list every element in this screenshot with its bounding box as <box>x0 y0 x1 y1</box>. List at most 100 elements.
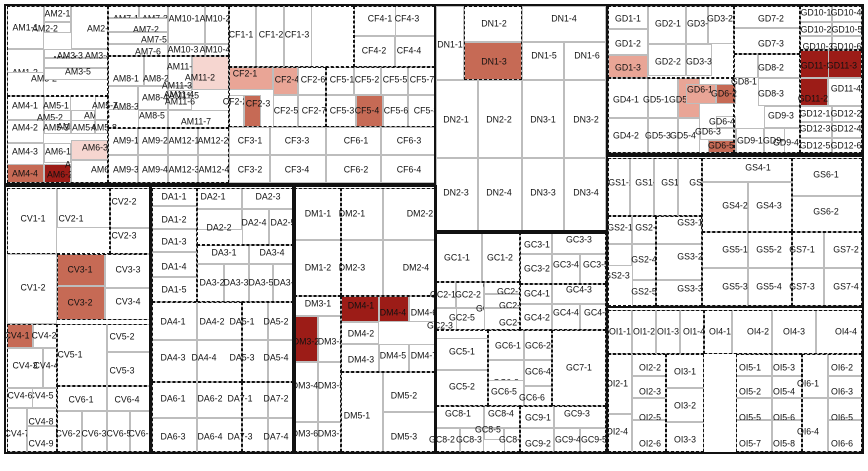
cell-gc9-4[interactable] <box>554 428 580 452</box>
cell-da2-2[interactable] <box>197 209 242 230</box>
cell-gd10-1[interactable] <box>800 6 832 22</box>
cell-gc4-5[interactable] <box>580 304 606 330</box>
cell-da5-3[interactable] <box>242 340 268 382</box>
cell-gs5-4[interactable] <box>748 268 792 306</box>
cell-cv5-3[interactable] <box>107 352 152 386</box>
cell-am2-2[interactable] <box>44 22 71 33</box>
cell-cf2-2[interactable] <box>229 95 244 127</box>
cell-dn1-6[interactable] <box>564 42 606 80</box>
cell-dm4-5[interactable] <box>379 344 409 372</box>
cell-am9-3[interactable] <box>108 155 138 183</box>
cell-gd12-2[interactable] <box>832 106 862 122</box>
cell-gd1-3[interactable] <box>608 55 648 78</box>
cell-da2-4[interactable] <box>242 209 269 245</box>
cell-da1-5[interactable] <box>152 277 197 302</box>
cell-am10-1[interactable] <box>168 6 205 44</box>
cell-gs2-4[interactable] <box>632 244 656 280</box>
cell-da2-5[interactable] <box>269 209 294 245</box>
cell-am7-2[interactable] <box>108 18 168 32</box>
cell-da4-4[interactable] <box>197 340 242 382</box>
cell-cv1-2[interactable] <box>7 254 57 324</box>
cell-oi1-3[interactable] <box>656 310 680 354</box>
cell-gc2-8[interactable] <box>484 294 520 308</box>
cell-gs3-2[interactable] <box>656 244 702 280</box>
cell-gs7-4[interactable] <box>824 268 862 306</box>
cell-cv6-4[interactable] <box>107 386 152 411</box>
cell-da3-3[interactable] <box>224 264 249 302</box>
cell-dm2-3[interactable] <box>341 240 383 296</box>
cell-am2-1[interactable] <box>44 6 71 22</box>
cell-cf5-2[interactable] <box>354 67 381 95</box>
cell-dn1-3[interactable] <box>464 42 522 80</box>
cell-dm4-3[interactable] <box>341 344 379 372</box>
cell-da1-4[interactable] <box>152 252 197 277</box>
cell-dn1-1[interactable] <box>436 6 464 80</box>
cell-gd12-4[interactable] <box>832 122 862 138</box>
cell-oi3-1[interactable] <box>666 354 704 388</box>
cell-cv6-5[interactable] <box>107 411 130 452</box>
cell-gc3-3[interactable] <box>552 232 606 254</box>
cell-da6-2[interactable] <box>197 382 242 418</box>
cell-dm5-2[interactable] <box>383 372 435 412</box>
cell-oi2-4[interactable] <box>608 414 632 452</box>
cell-dm1-2[interactable] <box>294 240 341 296</box>
cell-gs4-2[interactable] <box>702 182 748 232</box>
cell-da6-4[interactable] <box>197 418 242 452</box>
cell-cv6-3[interactable] <box>82 411 107 452</box>
cell-am7-1[interactable] <box>108 6 139 18</box>
cell-gs2-2[interactable] <box>632 216 656 244</box>
cell-dm4-4[interactable] <box>379 296 409 322</box>
cell-oi3-2[interactable] <box>666 388 704 422</box>
cell-am11-2[interactable] <box>192 56 229 90</box>
cell-am6-3[interactable] <box>71 140 108 160</box>
cell-gc8-1[interactable] <box>436 406 484 428</box>
cell-gc3-1[interactable] <box>520 232 552 254</box>
cell-am10-2[interactable] <box>205 6 229 44</box>
cell-da4-1[interactable] <box>152 302 197 340</box>
cell-da3-6[interactable] <box>273 264 294 302</box>
cell-am6-5[interactable] <box>71 160 108 183</box>
cell-cf5-6[interactable] <box>383 95 408 127</box>
cell-cf6-2[interactable] <box>326 155 381 183</box>
cell-am5-3[interactable] <box>44 120 71 134</box>
cell-gd1-2[interactable] <box>608 29 648 55</box>
cell-gc1-1[interactable] <box>436 232 482 282</box>
cell-gs3-3[interactable] <box>656 280 702 306</box>
cell-da6-1[interactable] <box>152 382 197 418</box>
cell-dm4-6[interactable] <box>409 296 435 322</box>
cell-gs7-1[interactable] <box>792 232 824 268</box>
cell-am6-1[interactable] <box>44 143 71 163</box>
cell-cf2-7[interactable] <box>298 95 326 127</box>
cell-da7-2[interactable] <box>268 382 294 418</box>
cell-da7-1[interactable] <box>242 382 268 418</box>
cell-cv4-7[interactable] <box>7 408 27 452</box>
cell-da7-4[interactable] <box>268 418 294 452</box>
cell-oi5-8[interactable] <box>772 420 802 452</box>
cell-dn1-5[interactable] <box>522 42 564 80</box>
cell-cf1-2[interactable] <box>256 6 284 67</box>
cell-am7-5[interactable] <box>108 32 168 44</box>
cell-oi5-3[interactable] <box>772 354 802 376</box>
cell-cf2-1[interactable] <box>229 67 273 90</box>
cell-gs1-3[interactable] <box>654 158 678 216</box>
cell-gd8-1[interactable] <box>734 54 758 78</box>
cell-gd12-1[interactable] <box>800 106 832 122</box>
cell-da3-4[interactable] <box>249 245 294 264</box>
cell-cf1-1[interactable] <box>229 6 256 67</box>
cell-cf3-4[interactable] <box>270 155 326 183</box>
cell-am11-1[interactable] <box>168 56 192 86</box>
cell-gs1-2[interactable] <box>630 158 654 216</box>
cell-dn2-4[interactable] <box>478 158 522 232</box>
cell-gd9-1[interactable] <box>736 128 764 153</box>
cell-dm2-2[interactable] <box>383 188 435 240</box>
cell-dm5-1[interactable] <box>341 372 383 452</box>
cell-da4-3[interactable] <box>152 340 197 382</box>
cell-gd12-5[interactable] <box>800 138 832 153</box>
cell-da1-3[interactable] <box>152 229 197 252</box>
cell-dn2-2[interactable] <box>478 80 522 158</box>
cell-cv6-2[interactable] <box>57 411 82 452</box>
cell-gd3-1[interactable] <box>686 6 708 44</box>
cell-da7-3[interactable] <box>242 418 268 452</box>
cell-gd5-3[interactable] <box>648 118 678 153</box>
cell-oi3-3[interactable] <box>666 422 704 452</box>
